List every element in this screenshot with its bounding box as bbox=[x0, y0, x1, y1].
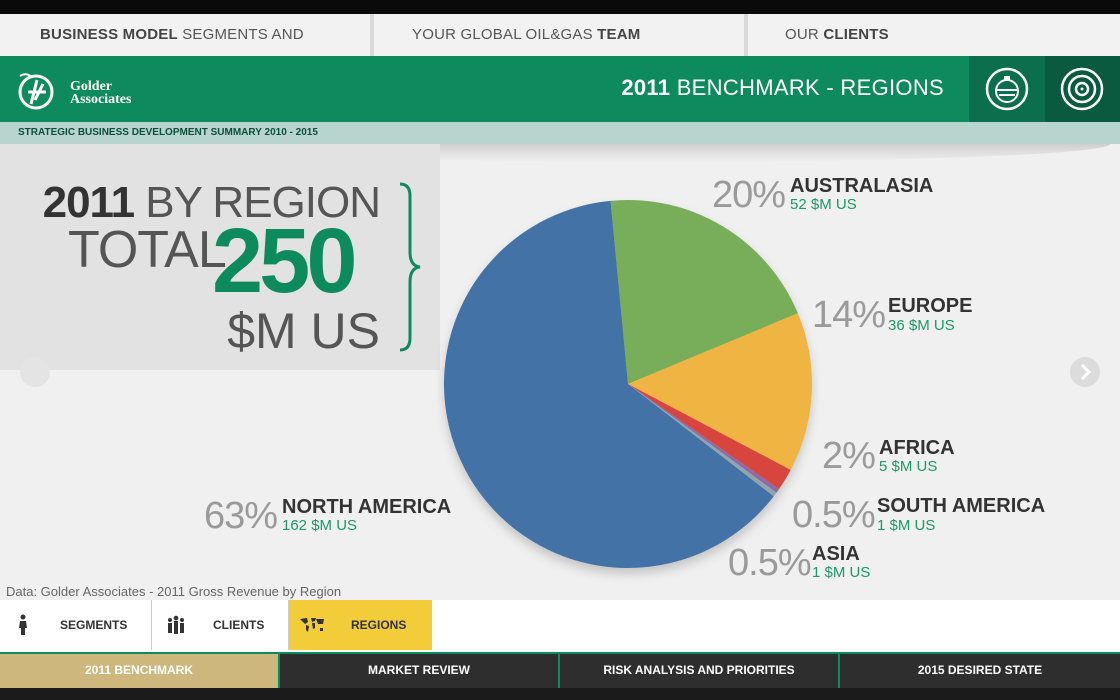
nav-tab-bold: TEAM bbox=[597, 26, 641, 43]
label-value-north-america: 162 $M US bbox=[282, 517, 358, 534]
nav-tab-pre: OUR bbox=[785, 26, 824, 43]
subtitle-text: STRATEGIC BUSINESS DEVELOPMENT SUMMARY 2… bbox=[18, 127, 318, 138]
label-value-asia: 1 $M US bbox=[812, 564, 871, 581]
nav-tab-team[interactable]: YOUR GLOBAL OIL&GAS TEAM bbox=[374, 14, 744, 56]
nav-tab-bold: CLIENTS bbox=[823, 26, 889, 43]
label-value-africa: 5 $M US bbox=[879, 458, 938, 475]
pie-chart bbox=[444, 200, 813, 569]
target-icon bbox=[1060, 67, 1104, 111]
tab-clients[interactable]: CLIENTS bbox=[152, 600, 289, 650]
label-name-south-america: SOUTH AMERICA bbox=[877, 495, 1046, 517]
subtitle-bar: STRATEGIC BUSINESS DEVELOPMENT SUMMARY 2… bbox=[0, 122, 1120, 144]
footer-tab-2011-benchmark[interactable]: 2011 BENCHMARK bbox=[0, 654, 280, 688]
headline-panel bbox=[0, 144, 440, 370]
headline-total-value: 250 bbox=[212, 210, 357, 312]
logo-text: Golder Associates bbox=[70, 79, 132, 107]
chevron-right-icon bbox=[1080, 363, 1092, 381]
label-value-europe: 36 $M US bbox=[888, 317, 955, 334]
label-name-north-america: NORTH AMERICA bbox=[282, 496, 452, 518]
label-value-south-america: 1 $M US bbox=[877, 517, 936, 534]
nav-tab-pre: YOUR GLOBAL OIL&GAS bbox=[412, 26, 598, 43]
tab-segments[interactable]: SEGMENTS bbox=[0, 600, 152, 650]
footer-nav: 2011 BENCHMARK MARKET REVIEW RISK ANALYS… bbox=[0, 652, 1120, 700]
prev-arrow-button[interactable] bbox=[20, 357, 50, 387]
page-title-year: 2011 bbox=[621, 75, 671, 100]
headline-year: 2011 bbox=[42, 178, 135, 227]
pie-slice-europe bbox=[628, 313, 813, 470]
pie-slice-asia bbox=[628, 384, 777, 497]
label-pct-australasia: 20% bbox=[712, 174, 786, 216]
person-icon bbox=[19, 614, 27, 635]
nav-tab-clients[interactable]: OUR CLIENTS bbox=[748, 14, 1120, 56]
headline-total-label: TOTAL bbox=[68, 221, 227, 279]
headline-by-region: BY REGION bbox=[134, 178, 381, 227]
label-value-australasia: 52 $M US bbox=[790, 196, 857, 213]
nav-tab-bold: BUSINESS MODEL bbox=[40, 26, 178, 43]
world-map-icon bbox=[300, 618, 324, 632]
ornament-button[interactable] bbox=[969, 56, 1045, 122]
label-pct-africa: 2% bbox=[822, 435, 876, 477]
label-name-asia: ASIA bbox=[812, 543, 860, 565]
footer-tab-2015-desired-state[interactable]: 2015 DESIRED STATE bbox=[840, 654, 1120, 688]
label-pct-south-america: 0.5% bbox=[792, 494, 876, 536]
pie-slice-south-america bbox=[628, 384, 780, 493]
label-name-australasia: AUSTRALASIA bbox=[790, 175, 934, 197]
page-title-rest: BENCHMARK - REGIONS bbox=[670, 75, 944, 100]
tab-regions[interactable]: REGIONS bbox=[289, 600, 432, 650]
page-title: 2011 BENCHMARK - REGIONS bbox=[621, 56, 944, 122]
pie-slice-africa bbox=[628, 384, 791, 490]
label-name-africa: AFRICA bbox=[879, 437, 955, 459]
footer-tab-risk-analysis[interactable]: RISK ANALYSIS AND PRIORITIES bbox=[560, 654, 840, 688]
top-nav: BUSINESS MODEL SEGMENTS AND SERVICES YOU… bbox=[0, 14, 1120, 85]
logo-line1: Golder bbox=[70, 79, 112, 94]
label-pct-north-america: 63% bbox=[204, 495, 278, 537]
headline: 2011 BY REGION TOTAL 250 $M US bbox=[0, 144, 440, 370]
header-bar: Golder Associates 2011 BENCHMARK - REGIO… bbox=[0, 56, 1120, 122]
tab-label: SEGMENTS bbox=[60, 618, 128, 632]
pie-slice-australasia bbox=[610, 200, 798, 384]
company-logo[interactable]: Golder Associates bbox=[16, 70, 136, 112]
label-pct-asia: 0.5% bbox=[728, 542, 812, 584]
logo-line2: Associates bbox=[70, 92, 132, 107]
bottom-tabs: SEGMENTS CLIENTS REGIONS bbox=[0, 600, 1120, 652]
top-bar bbox=[0, 0, 1120, 14]
headline-unit: $M US bbox=[227, 303, 380, 359]
tab-label: CLIENTS bbox=[213, 618, 265, 632]
main-content: 2011 BY REGION TOTAL 250 $M US 20% AUSTR… bbox=[0, 144, 1120, 600]
people-icon bbox=[168, 615, 184, 634]
brace-icon bbox=[399, 182, 421, 352]
nav-tab-business-model[interactable]: BUSINESS MODEL SEGMENTS AND SERVICES bbox=[0, 14, 370, 85]
label-pct-europe: 14% bbox=[812, 294, 886, 336]
footer-tab-market-review[interactable]: MARKET REVIEW bbox=[280, 654, 560, 688]
pie-slice-north-america bbox=[444, 200, 774, 569]
headline-line1: 2011 BY REGION bbox=[42, 178, 381, 228]
logo-mark-icon bbox=[18, 73, 54, 110]
label-name-europe: EUROPE bbox=[888, 295, 973, 317]
data-source-note: Data: Golder Associates - 2011 Gross Rev… bbox=[6, 584, 342, 599]
tab-label: REGIONS bbox=[351, 618, 407, 632]
ornament-icon bbox=[985, 67, 1029, 111]
target-button[interactable] bbox=[1045, 56, 1120, 122]
next-arrow-button[interactable] bbox=[1070, 357, 1100, 387]
